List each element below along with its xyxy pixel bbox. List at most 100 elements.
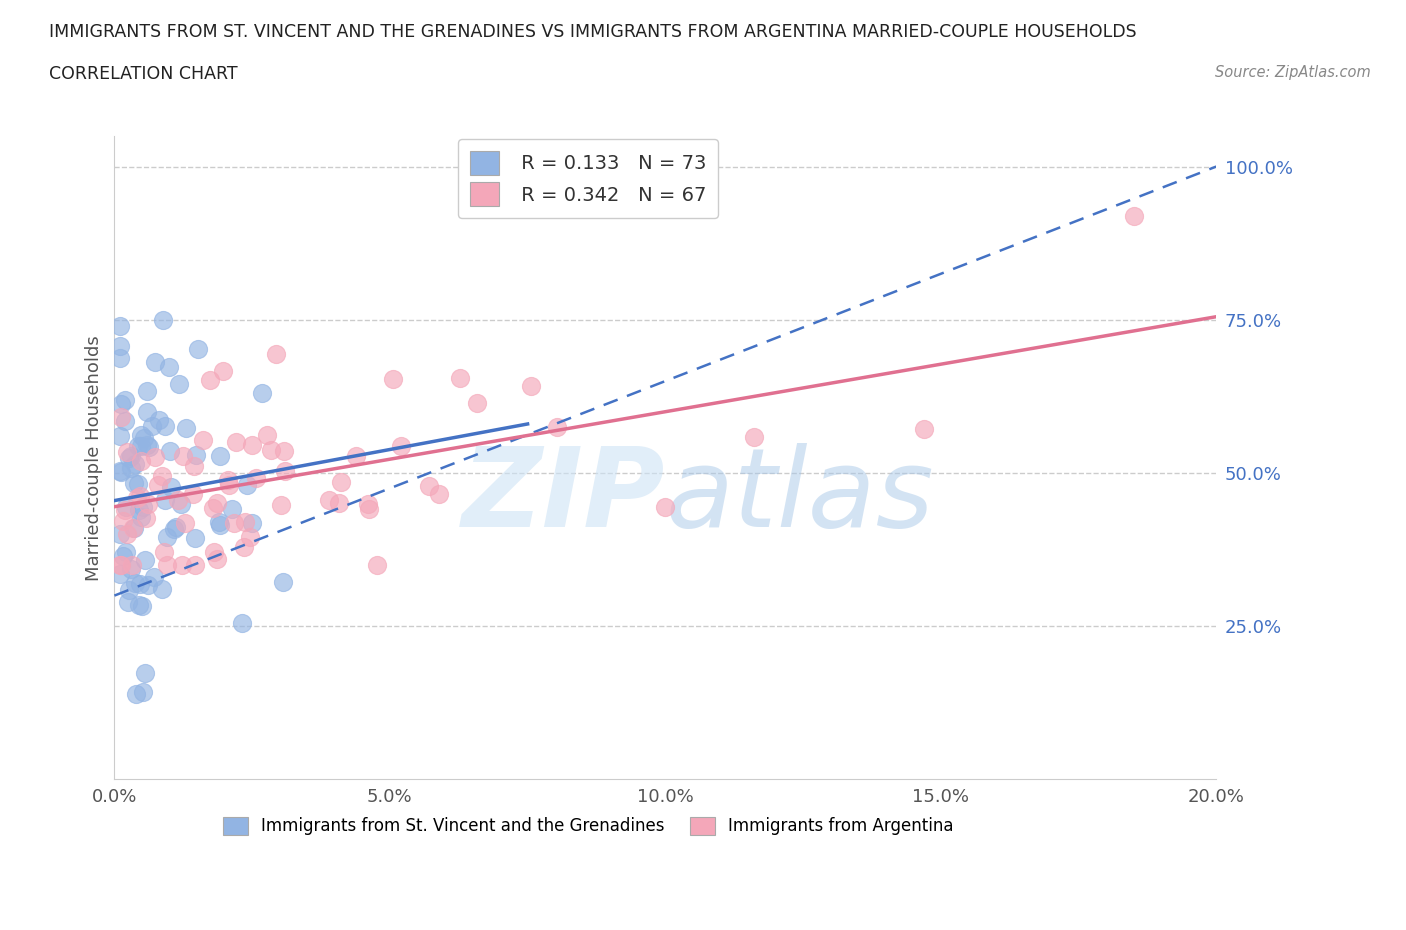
Point <box>208 515 231 530</box>
Point <box>232 539 254 554</box>
Point <box>112 549 135 564</box>
Point <box>318 492 340 507</box>
Point <box>108 428 131 443</box>
Point <box>344 449 367 464</box>
Point <box>357 497 380 512</box>
Point <box>157 360 180 375</box>
Point <box>108 339 131 353</box>
Point <box>128 597 150 612</box>
Point <box>122 521 145 536</box>
Point <box>231 616 253 631</box>
Point <box>418 478 440 493</box>
Point <box>135 511 157 525</box>
Point <box>165 519 187 534</box>
Point <box>121 557 143 572</box>
Point <box>108 351 131 365</box>
Point <box>134 665 156 680</box>
Point <box>205 495 228 510</box>
Point <box>205 551 228 566</box>
Point <box>120 562 142 577</box>
Point <box>143 569 166 584</box>
Point <box>212 364 235 379</box>
Point <box>146 477 169 492</box>
Point <box>117 594 139 609</box>
Point <box>209 517 232 532</box>
Point <box>202 544 225 559</box>
Point <box>519 379 541 393</box>
Point <box>108 526 131 541</box>
Point <box>112 513 135 528</box>
Point <box>183 531 205 546</box>
Point <box>152 545 174 560</box>
Point <box>141 418 163 433</box>
Point <box>172 448 194 463</box>
Point <box>170 497 193 512</box>
Point <box>427 486 450 501</box>
Point <box>150 582 173 597</box>
Point <box>124 576 146 591</box>
Point <box>115 445 138 459</box>
Text: atlas: atlas <box>665 443 934 550</box>
Point <box>274 464 297 479</box>
Point <box>221 501 243 516</box>
Point <box>134 431 156 445</box>
Point <box>120 460 142 475</box>
Point <box>273 444 295 458</box>
Point <box>465 395 488 410</box>
Point <box>115 545 138 560</box>
Point <box>202 500 225 515</box>
Point <box>125 490 148 505</box>
Point <box>187 341 209 356</box>
Point <box>181 487 204 502</box>
Point <box>114 392 136 407</box>
Text: Source: ZipAtlas.com: Source: ZipAtlas.com <box>1215 65 1371 80</box>
Point <box>260 442 283 457</box>
Point <box>166 492 188 507</box>
Point <box>138 440 160 455</box>
Point <box>155 557 177 572</box>
Point <box>366 557 388 572</box>
Text: IMMIGRANTS FROM ST. VINCENT AND THE GRENADINES VS IMMIGRANTS FROM ARGENTINA MARR: IMMIGRANTS FROM ST. VINCENT AND THE GREN… <box>49 23 1137 41</box>
Point <box>233 514 256 529</box>
Point <box>174 516 197 531</box>
Point <box>108 566 131 581</box>
Point <box>163 522 186 537</box>
Point <box>184 557 207 572</box>
Point <box>114 503 136 518</box>
Point <box>117 582 139 597</box>
Point <box>115 499 138 514</box>
Point <box>183 458 205 473</box>
Point <box>912 421 935 436</box>
Point <box>167 377 190 392</box>
Point <box>198 372 221 387</box>
Point <box>270 498 292 512</box>
Point <box>127 438 149 453</box>
Point <box>110 409 132 424</box>
Point <box>136 497 159 512</box>
Point <box>382 372 405 387</box>
Point <box>184 447 207 462</box>
Point <box>271 574 294 589</box>
Point <box>174 420 197 435</box>
Point <box>191 432 214 447</box>
Point <box>209 448 232 463</box>
Point <box>148 413 170 428</box>
Point <box>245 471 267 485</box>
Point <box>217 472 239 487</box>
Point <box>110 397 132 412</box>
Point <box>138 578 160 593</box>
Point <box>118 451 141 466</box>
Point <box>108 463 131 478</box>
Point <box>156 529 179 544</box>
Point <box>266 347 288 362</box>
Point <box>239 530 262 545</box>
Point <box>131 438 153 453</box>
Point <box>110 465 132 480</box>
Point <box>152 312 174 327</box>
Point <box>117 526 139 541</box>
Point <box>114 414 136 429</box>
Point <box>389 438 412 453</box>
Y-axis label: Married-couple Households: Married-couple Households <box>86 335 103 580</box>
Point <box>108 557 131 572</box>
Text: CORRELATION CHART: CORRELATION CHART <box>49 65 238 83</box>
